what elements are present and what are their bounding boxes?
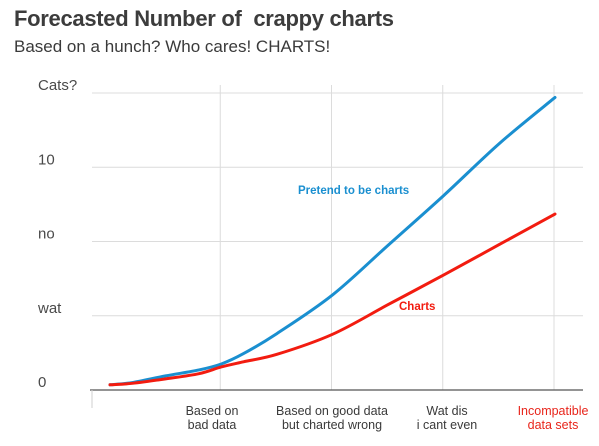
x-tick-label: Based on good data but charted wrong <box>276 404 388 432</box>
series-line-charts <box>108 212 557 387</box>
series-line-pretend <box>108 95 557 387</box>
y-tick-label: 10 <box>38 151 55 168</box>
x-tick-label: Incompatible data sets <box>518 404 589 432</box>
chart-title-main: Forecasted Number of <box>14 6 242 31</box>
grid-layer <box>92 85 583 390</box>
axis-layer <box>90 389 583 408</box>
y-tick-label: wat <box>37 300 62 317</box>
series-label: Pretend to be charts <box>298 185 409 197</box>
series-label: Charts <box>399 301 435 313</box>
chart-subtitle: Based on a hunch? Who cares! CHARTS! <box>14 37 331 56</box>
y-tick-label: Cats? <box>38 77 77 94</box>
chart-title: Forecasted Number of crappy charts <box>14 6 394 32</box>
series-layer <box>108 95 557 387</box>
x-tick-label: Based on bad data <box>186 404 239 432</box>
label-layer: 0 wat no 10 Cats? Based on bad data Based on go… <box>37 77 588 432</box>
y-tick-label: 0 <box>38 374 46 391</box>
chart-title-emphasis: crappy charts <box>253 6 394 31</box>
x-tick-label: Wat dis i cant even <box>417 404 478 432</box>
y-tick-label: no <box>38 226 55 243</box>
